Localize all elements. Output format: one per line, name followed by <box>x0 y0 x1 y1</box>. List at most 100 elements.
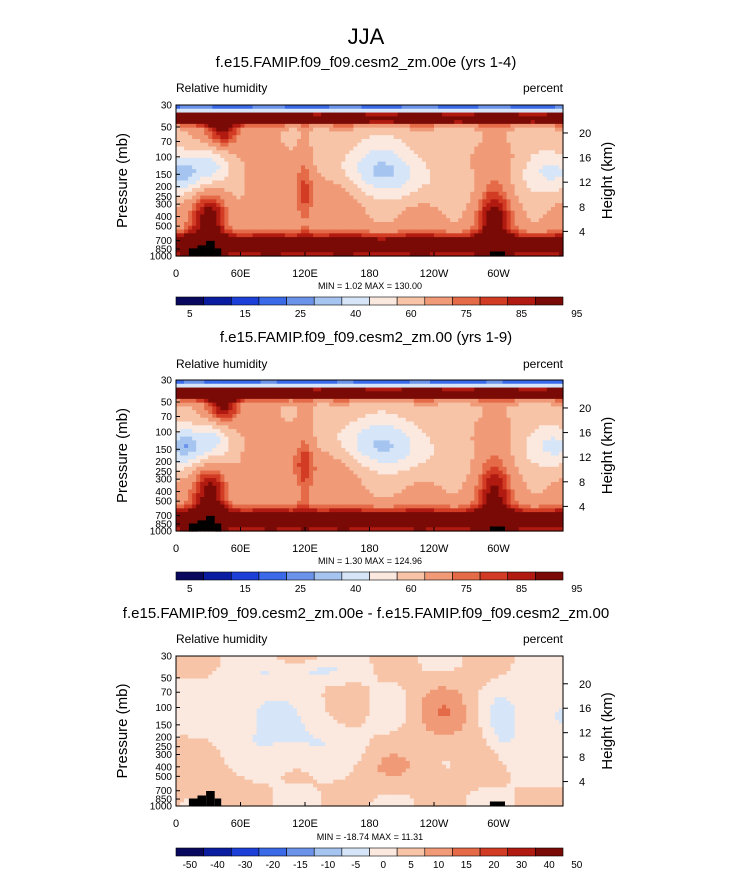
field-cell <box>498 402 504 408</box>
field-cell <box>454 195 459 200</box>
field-cell <box>349 127 354 133</box>
field-cell <box>550 180 556 185</box>
field-cell <box>313 120 318 125</box>
field-cell <box>296 233 302 238</box>
field-cell <box>321 391 326 396</box>
field-cell <box>329 108 334 114</box>
field-cell <box>252 222 258 227</box>
field-cell <box>284 222 290 227</box>
field-cell <box>361 172 367 178</box>
field-cell <box>542 150 548 155</box>
field-cell <box>438 176 443 182</box>
field-cell <box>333 203 338 208</box>
height-tick-label: 4 <box>579 226 585 238</box>
field-cell <box>284 180 290 185</box>
field-cell <box>554 233 560 238</box>
field-cell <box>546 252 552 257</box>
field-cell <box>288 184 294 189</box>
field-cell <box>365 398 371 404</box>
field-cell <box>446 398 451 404</box>
field-cell <box>438 383 443 389</box>
field-cell <box>337 417 342 423</box>
field-cell <box>236 252 242 257</box>
field-cell <box>208 195 213 200</box>
field-cell <box>478 157 483 163</box>
field-cell <box>421 387 427 392</box>
field-cell <box>373 222 379 227</box>
field-cell <box>393 406 399 411</box>
field-cell <box>248 248 254 253</box>
field-cell <box>345 199 350 204</box>
field-cell <box>296 237 302 242</box>
field-cell <box>369 180 375 185</box>
field-cell <box>232 188 238 193</box>
field-cell <box>401 131 407 136</box>
field-cell <box>184 402 189 408</box>
field-cell <box>546 218 552 223</box>
field-cell <box>385 195 391 200</box>
field-cell <box>381 233 387 238</box>
field-cell <box>256 229 262 234</box>
field-cell <box>357 161 363 167</box>
field-cell <box>526 150 532 155</box>
field-cell <box>446 116 451 121</box>
field-cell <box>192 237 197 242</box>
field-cell <box>502 233 508 238</box>
field-cell <box>345 417 350 423</box>
field-cell <box>256 184 262 189</box>
field-cell <box>325 157 330 163</box>
field-cell <box>478 210 483 216</box>
field-cell <box>288 237 294 242</box>
field-cell <box>502 146 508 151</box>
field-cell <box>224 252 230 257</box>
field-cell <box>526 383 532 389</box>
field-cell <box>534 248 540 253</box>
field-cell <box>425 380 431 385</box>
field-cell <box>526 214 532 219</box>
field-cell <box>506 406 512 411</box>
field-cell <box>224 410 230 415</box>
field-cell <box>490 135 496 140</box>
field-cell <box>550 229 556 234</box>
field-cell <box>309 120 314 125</box>
field-cell <box>446 161 451 167</box>
field-cell <box>482 402 488 408</box>
field-cell <box>494 398 500 404</box>
field-cell <box>530 229 536 234</box>
field-cell <box>188 199 193 204</box>
field-cell <box>305 233 310 238</box>
field-cell <box>526 138 532 144</box>
field-cell <box>425 225 431 231</box>
field-cell <box>554 413 560 419</box>
field-cell <box>272 165 278 170</box>
field-cell <box>377 380 383 385</box>
field-cell <box>240 105 246 110</box>
field-cell <box>550 131 556 136</box>
field-cell <box>450 169 455 174</box>
field-cell <box>260 116 266 121</box>
field-cell <box>329 138 334 144</box>
field-cell <box>248 138 254 144</box>
field-cell <box>300 417 306 423</box>
field-cell <box>494 165 500 170</box>
field-cell <box>341 225 346 231</box>
field-cell <box>474 383 479 389</box>
field-cell <box>212 203 217 208</box>
field-cell <box>345 123 350 129</box>
field-cell <box>240 383 246 389</box>
field-cell <box>377 413 383 419</box>
field-cell <box>438 116 443 121</box>
field-cell <box>365 138 371 144</box>
field-cell <box>236 203 242 208</box>
field-cell <box>502 229 508 234</box>
field-cell <box>490 150 496 155</box>
field-cell <box>413 380 419 385</box>
field-cell <box>442 413 447 419</box>
field-cell <box>538 108 544 114</box>
field-cell <box>353 131 359 136</box>
field-cell <box>506 120 512 125</box>
field-cell <box>204 191 209 197</box>
field-cell <box>421 244 427 250</box>
field-cell <box>381 188 387 193</box>
field-cell <box>417 154 423 159</box>
